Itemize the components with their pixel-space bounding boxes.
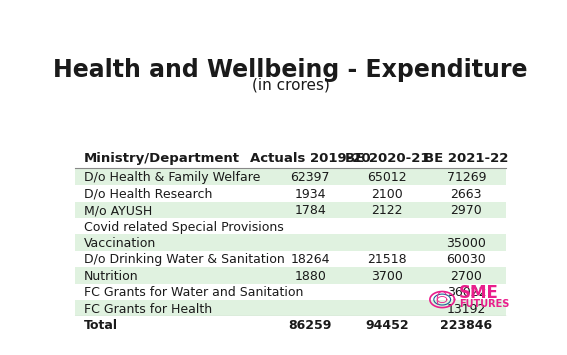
Bar [75,267,506,284]
Text: BE 2020-21: BE 2020-21 [345,152,430,165]
Text: 3700: 3700 [371,270,403,283]
Bar [75,202,506,218]
Text: 2663: 2663 [451,188,482,201]
Text: 2100: 2100 [371,188,403,201]
Text: FC Grants for Water and Sanitation: FC Grants for Water and Sanitation [84,286,303,299]
Text: Nutrition: Nutrition [84,270,139,283]
Bar [75,235,506,251]
Text: 2970: 2970 [451,204,482,217]
Text: Total: Total [84,319,118,332]
Text: BE 2021-22: BE 2021-22 [424,152,509,165]
Text: 21518: 21518 [367,253,407,266]
Text: 2122: 2122 [371,204,403,217]
Text: 13192: 13192 [447,302,486,316]
Text: (in crores): (in crores) [252,78,329,93]
Text: 94452: 94452 [366,319,409,332]
Text: D/o Health Research: D/o Health Research [84,188,213,201]
Text: FC Grants for Health: FC Grants for Health [84,302,212,316]
Text: Actuals 2019-20: Actuals 2019-20 [250,152,371,165]
Text: 2700: 2700 [450,270,483,283]
Text: SME: SME [459,284,499,302]
Text: 62397: 62397 [291,171,330,184]
Text: 223846: 223846 [441,319,492,332]
Text: 1934: 1934 [295,188,326,201]
Bar [75,300,506,317]
Text: 86259: 86259 [289,319,332,332]
Text: Ministry/Department: Ministry/Department [84,152,240,165]
Text: D/o Drinking Water & Sanitation: D/o Drinking Water & Sanitation [84,253,285,266]
Text: 36022: 36022 [447,286,486,299]
Text: Health and Wellbeing - Expenditure: Health and Wellbeing - Expenditure [53,58,528,82]
Text: 18264: 18264 [291,253,330,266]
Text: 35000: 35000 [446,237,486,250]
Text: 1784: 1784 [294,204,326,217]
Text: 65012: 65012 [367,171,407,184]
Text: Covid related Special Provisions: Covid related Special Provisions [84,220,284,234]
Text: M/o AYUSH: M/o AYUSH [84,204,153,217]
Bar [75,169,506,185]
Text: Vaccination: Vaccination [84,237,156,250]
Text: 1880: 1880 [294,270,326,283]
Text: D/o Health & Family Welfare: D/o Health & Family Welfare [84,171,260,184]
Text: 71269: 71269 [447,171,486,184]
Text: FUTURES: FUTURES [459,300,509,310]
Text: 60030: 60030 [446,253,486,266]
